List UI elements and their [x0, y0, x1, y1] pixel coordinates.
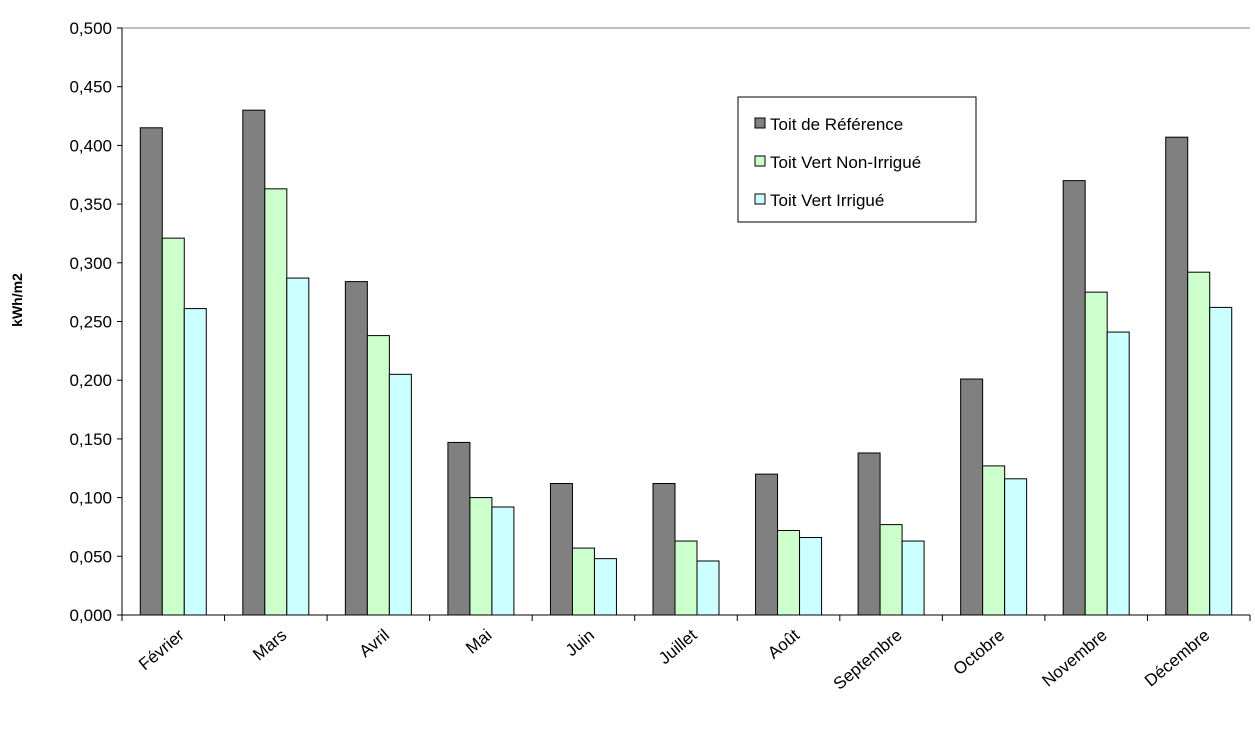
- bar-1-8: [982, 465, 1006, 616]
- y-axis: 0,000 0,050 0,100 0,150 0,200 0,250 0,300 0,350…: [69, 19, 123, 625]
- y-tick-label: 0,000: [69, 606, 112, 625]
- bar-1-3: [469, 497, 493, 616]
- x-tick-label: Novembre: [1038, 626, 1110, 691]
- bar-2-3: [491, 506, 515, 616]
- legend-swatch-0: [754, 117, 766, 129]
- bar-1-6: [777, 529, 801, 616]
- y-tick-label: 0,450: [69, 78, 112, 97]
- legend-label-2: Toit Vert Irrigué: [770, 191, 884, 210]
- bar-2-9: [1106, 331, 1130, 616]
- bars: [139, 109, 1233, 616]
- x-tick-label: Février: [135, 625, 188, 674]
- bar-2-8: [1004, 478, 1028, 616]
- bar-2-0: [183, 308, 207, 616]
- bar-2-7: [901, 540, 925, 616]
- bar-1-5: [674, 540, 698, 616]
- legend: Toit de Référence Toit Vert Non-Irrigué …: [737, 96, 977, 223]
- bar-0-7: [857, 452, 881, 616]
- x-tick-label: Juin: [562, 626, 598, 661]
- x-tick-label: Décembre: [1141, 626, 1213, 691]
- bar-1-4: [571, 547, 595, 616]
- legend-label-1: Toit Vert Non-Irrigué: [770, 153, 921, 172]
- y-tick-label: 0,200: [69, 371, 112, 390]
- bar-1-0: [161, 237, 185, 616]
- legend-box: [737, 96, 977, 223]
- bar-2-6: [799, 537, 823, 616]
- bar-0-10: [1165, 136, 1189, 616]
- bar-1-7: [879, 524, 903, 616]
- bar-0-4: [549, 483, 573, 616]
- legend-swatch-2: [754, 193, 766, 205]
- x-tick-label: Mars: [249, 626, 290, 665]
- x-tick-label: Mai: [462, 626, 495, 658]
- bar-1-10: [1187, 271, 1211, 616]
- bar-2-1: [286, 277, 310, 616]
- y-tick-label: 0,400: [69, 136, 112, 155]
- x-tick-label: Juillet: [655, 625, 701, 668]
- bar-0-0: [139, 127, 163, 616]
- bar-0-8: [960, 378, 984, 616]
- x-tick-label: Avril: [356, 626, 393, 662]
- bar-1-1: [264, 188, 288, 616]
- y-tick-label: 0,300: [69, 254, 112, 273]
- x-tick-label: Septembre: [830, 626, 906, 694]
- y-tick-label: 0,100: [69, 489, 112, 508]
- bar-0-5: [652, 483, 676, 616]
- y-tick-label: 0,150: [69, 430, 112, 449]
- bar-1-2: [366, 335, 390, 616]
- legend-swatch-1: [754, 155, 766, 167]
- bar-0-9: [1062, 180, 1086, 616]
- bar-2-2: [388, 373, 412, 616]
- bar-1-9: [1084, 291, 1108, 616]
- y-tick-label: 0,250: [69, 313, 112, 332]
- bar-2-4: [593, 558, 617, 616]
- bar-2-5: [696, 560, 720, 616]
- y-tick-label: 0,500: [69, 19, 112, 38]
- y-tick-label: 0,350: [69, 195, 112, 214]
- x-tick-label: Octobre: [950, 626, 1009, 679]
- bar-0-3: [447, 441, 471, 616]
- x-tick-label: Août: [764, 625, 803, 662]
- x-axis: Février Mars Avril Mai Juin Juillet Août Septem…: [121, 614, 1251, 694]
- bar-2-10: [1209, 306, 1233, 616]
- bar-0-1: [242, 109, 266, 616]
- y-tick-label: 0,050: [69, 547, 112, 566]
- bar-0-2: [344, 281, 368, 616]
- legend-label-0: Toit de Référence: [770, 115, 903, 134]
- bar-0-6: [755, 473, 779, 616]
- y-axis-title: kWh/m2: [9, 273, 25, 327]
